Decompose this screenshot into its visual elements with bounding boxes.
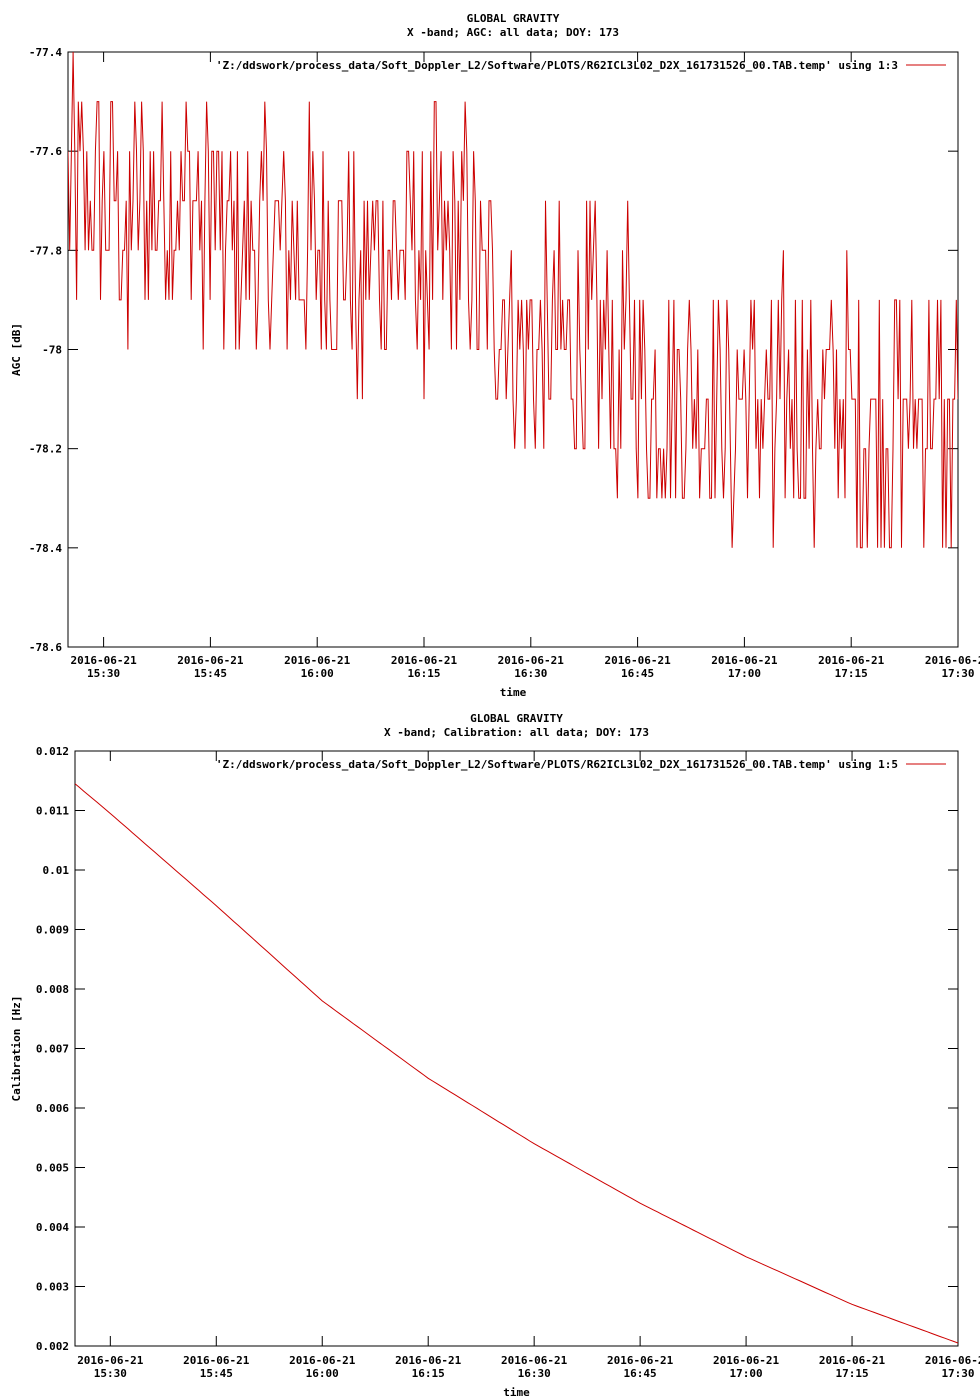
y-tick-label: 0.01	[43, 864, 70, 877]
x-tick-date-label: 2016-06-21	[818, 654, 885, 667]
y-tick-label: -78.4	[29, 542, 62, 555]
x-tick-time-label: 16:45	[621, 667, 654, 680]
x-tick-time-label: 17:15	[835, 667, 868, 680]
x-tick-date-label: 2016-06-21	[391, 654, 458, 667]
x-axis-label: time	[503, 1386, 530, 1399]
x-tick-time-label: 16:00	[306, 1367, 339, 1380]
x-tick-date-label: 2016-06-21	[925, 1354, 980, 1367]
x-tick-time-label: 16:15	[407, 667, 440, 680]
y-tick-label: 0.004	[36, 1221, 69, 1234]
x-tick-date-label: 2016-06-21	[498, 654, 565, 667]
x-tick-date-label: 2016-06-21	[607, 1354, 674, 1367]
data-series-line	[75, 783, 958, 1344]
x-tick-date-label: 2016-06-21	[713, 1354, 780, 1367]
y-tick-label: 0.007	[36, 1043, 69, 1056]
y-axis-label: Calibration [Hz]	[10, 996, 23, 1102]
x-tick-time-label: 16:15	[412, 1367, 445, 1380]
y-tick-label: 0.011	[36, 805, 69, 818]
x-tick-date-label: 2016-06-21	[77, 1354, 144, 1367]
x-tick-time-label: 16:30	[518, 1367, 551, 1380]
x-tick-time-label: 17:00	[730, 1367, 763, 1380]
chart-title: GLOBAL GRAVITY	[467, 12, 560, 25]
x-axis-label: time	[500, 686, 527, 699]
x-tick-time-label: 17:30	[941, 1367, 974, 1380]
y-tick-label: -78.6	[29, 641, 62, 654]
plot-frame	[74, 750, 959, 1347]
y-tick-label: 0.002	[36, 1340, 69, 1353]
x-tick-time-label: 16:30	[514, 667, 547, 680]
x-tick-time-label: 17:30	[941, 667, 974, 680]
x-tick-time-label: 15:30	[94, 1367, 127, 1380]
x-tick-time-label: 15:45	[200, 1367, 233, 1380]
y-tick-label: -78.2	[29, 443, 62, 456]
y-tick-label: 0.005	[36, 1162, 69, 1175]
x-tick-time-label: 16:00	[301, 667, 334, 680]
x-tick-date-label: 2016-06-21	[284, 654, 351, 667]
x-tick-date-label: 2016-06-21	[177, 654, 244, 667]
x-tick-date-label: 2016-06-21	[183, 1354, 250, 1367]
y-tick-label: 0.009	[36, 924, 69, 937]
data-series-line	[68, 52, 958, 549]
x-tick-time-label: 16:45	[624, 1367, 657, 1380]
x-tick-time-label: 15:45	[194, 667, 227, 680]
chart-subtitle: X -band; Calibration: all data; DOY: 173	[384, 726, 649, 739]
y-tick-label: -77.4	[29, 46, 62, 59]
y-axis-label: AGC [dB]	[10, 323, 23, 376]
x-tick-date-label: 2016-06-21	[501, 1354, 568, 1367]
x-tick-date-label: 2016-06-21	[925, 654, 980, 667]
x-tick-time-label: 15:30	[87, 667, 120, 680]
y-tick-label: 0.012	[36, 745, 69, 758]
y-tick-label: 0.008	[36, 983, 69, 996]
chart-subtitle: X -band; AGC: all data; DOY: 173	[407, 26, 619, 39]
x-tick-time-label: 17:00	[728, 667, 761, 680]
x-tick-date-label: 2016-06-21	[711, 654, 778, 667]
y-tick-label: -78	[42, 344, 62, 357]
y-tick-label: 0.003	[36, 1281, 69, 1294]
x-tick-date-label: 2016-06-21	[819, 1354, 886, 1367]
x-tick-time-label: 17:15	[835, 1367, 868, 1380]
plot-frame	[67, 51, 959, 648]
y-tick-label: -77.6	[29, 145, 62, 158]
x-tick-date-label: 2016-06-21	[604, 654, 671, 667]
x-tick-date-label: 2016-06-21	[395, 1354, 462, 1367]
y-tick-label: -77.8	[29, 244, 62, 257]
legend-label: 'Z:/ddswork/process_data/Soft_Doppler_L2…	[216, 59, 898, 72]
chart-title: GLOBAL GRAVITY	[470, 712, 563, 725]
y-tick-label: 0.006	[36, 1102, 69, 1115]
x-tick-date-label: 2016-06-21	[70, 654, 137, 667]
x-tick-date-label: 2016-06-21	[289, 1354, 356, 1367]
legend-label: 'Z:/ddswork/process_data/Soft_Doppler_L2…	[216, 758, 898, 771]
